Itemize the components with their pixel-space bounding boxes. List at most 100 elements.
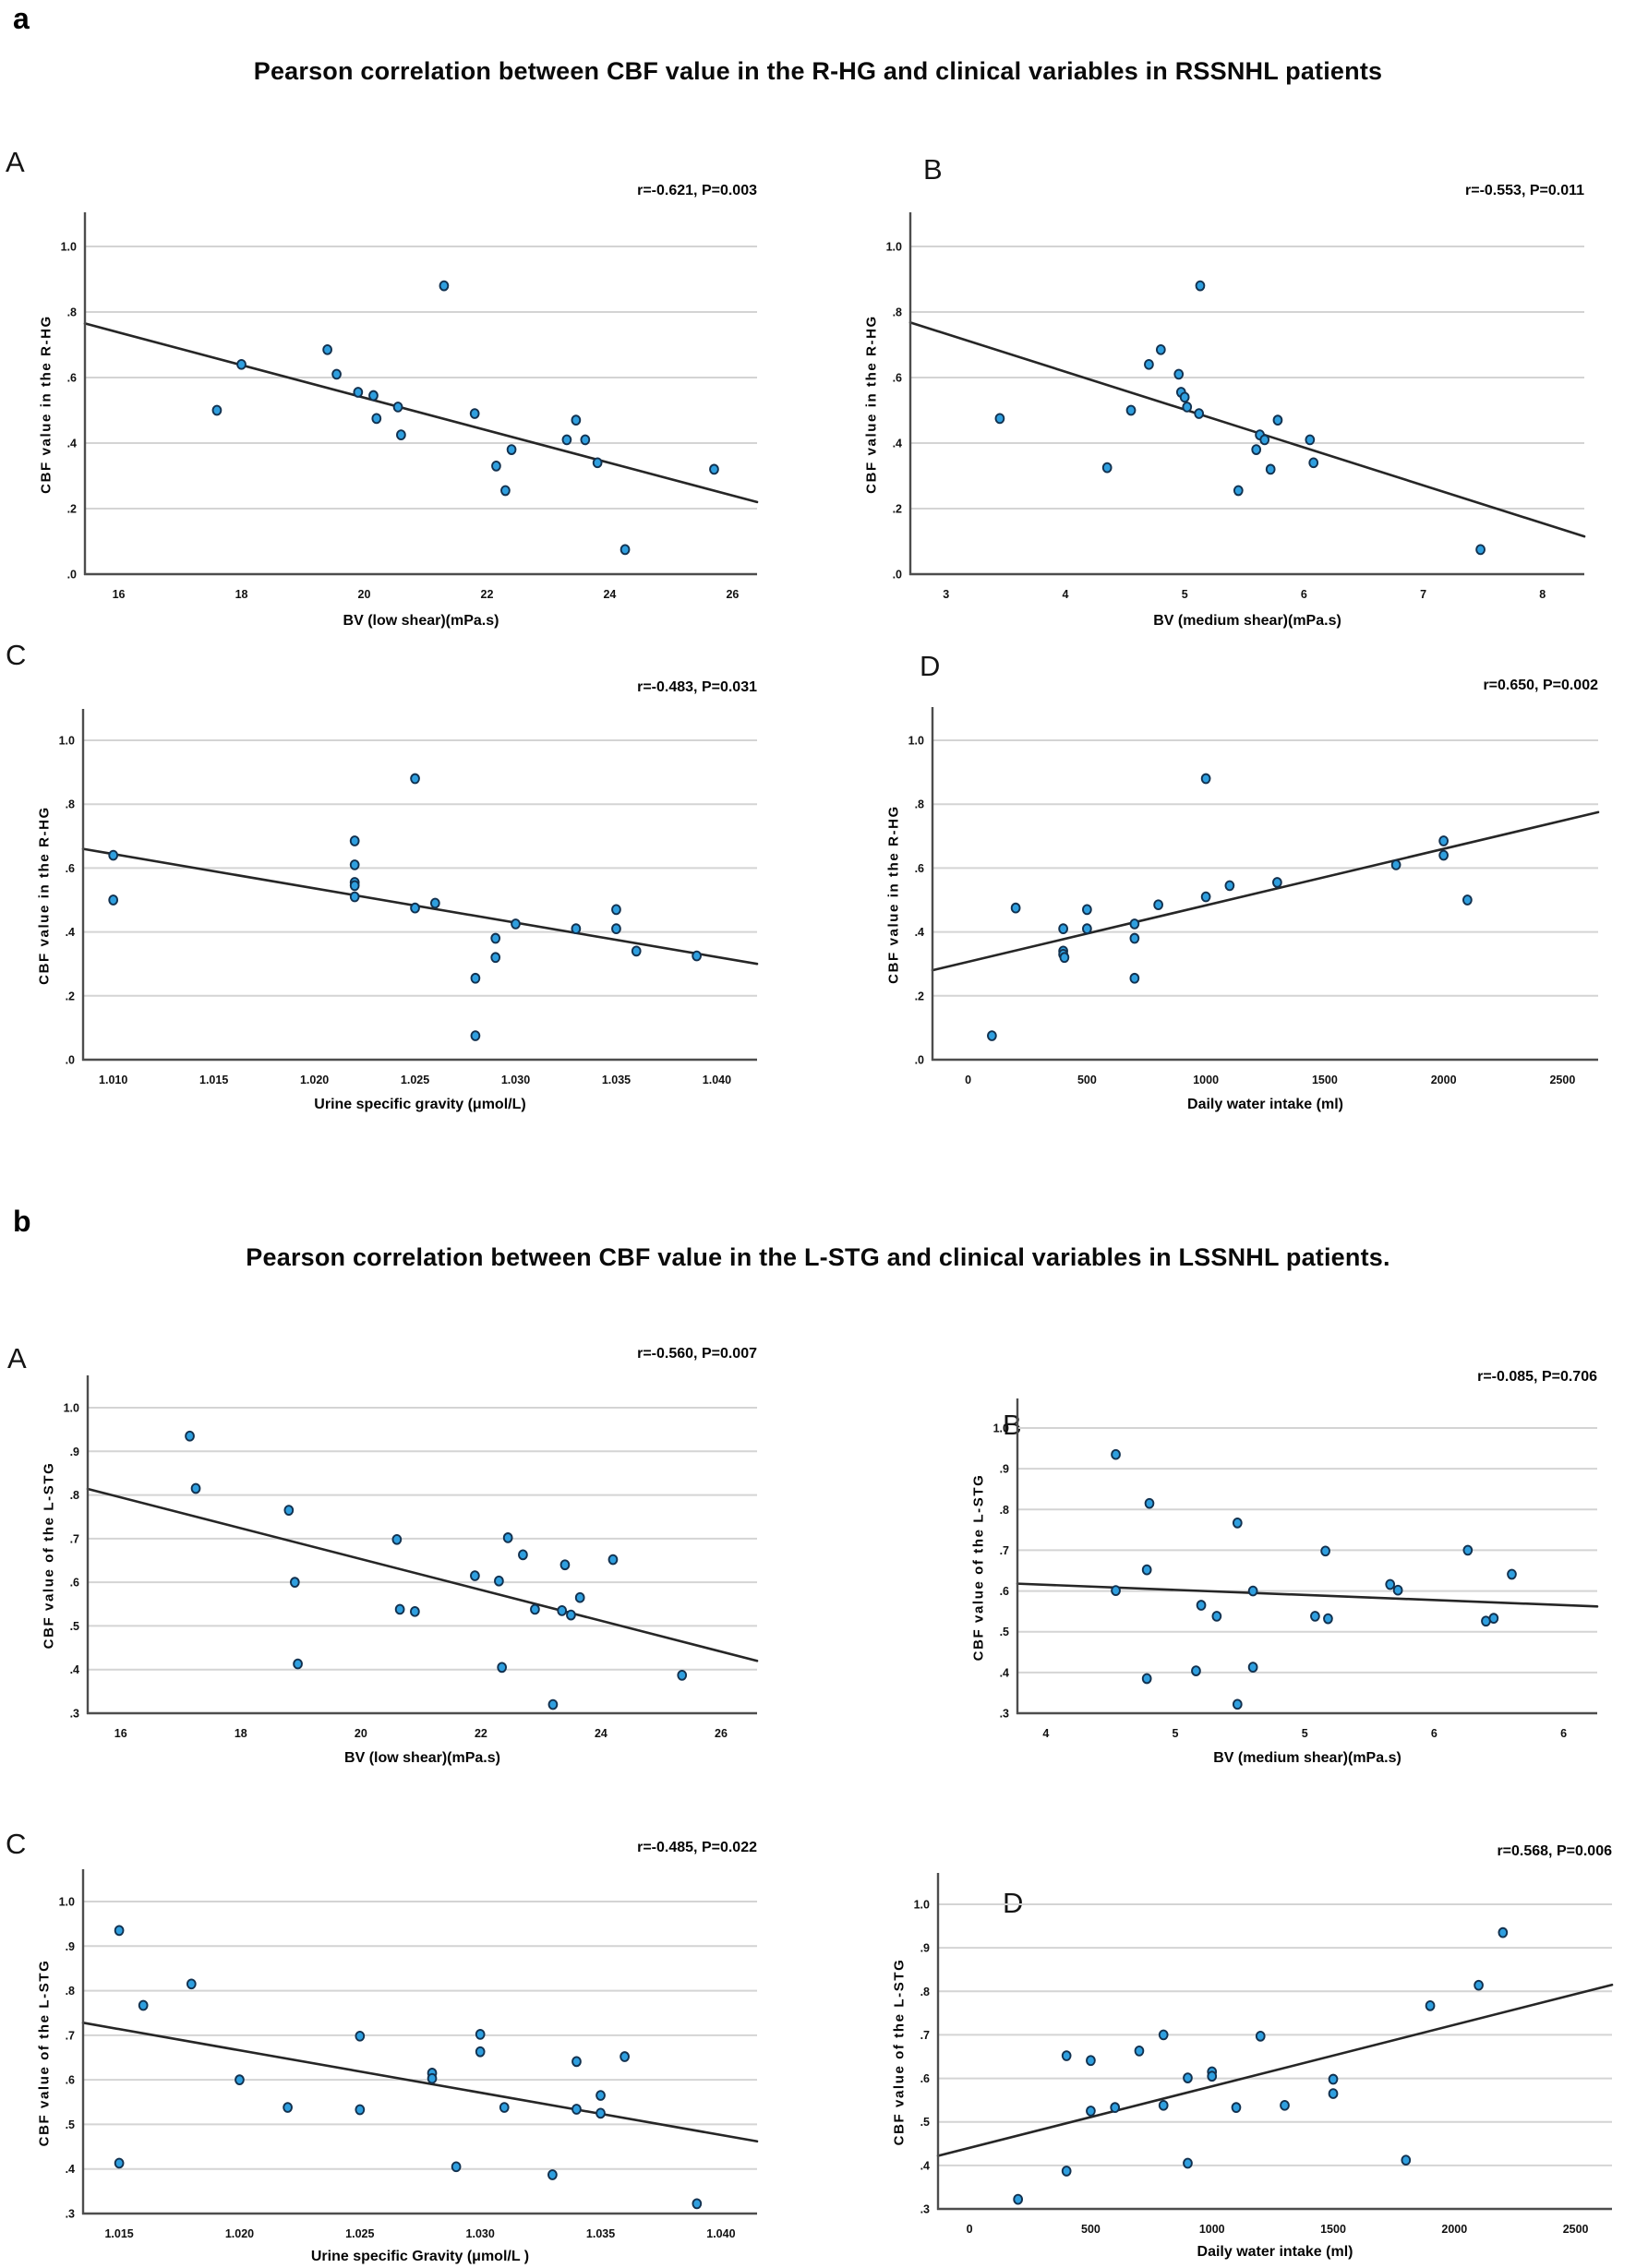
data-point [1125, 404, 1137, 416]
x-tick-label: 1.020 [225, 2227, 254, 2240]
subplot-letter: C [6, 1828, 27, 1860]
data-point [1179, 391, 1190, 403]
data-point [1200, 773, 1211, 785]
y-tick-label: .9 [66, 1940, 75, 1953]
data-point [1425, 1999, 1436, 2011]
data-point [322, 343, 332, 355]
y-tick-label: 1.0 [886, 241, 902, 254]
x-tick-label: 6 [1431, 1727, 1438, 1740]
y-tick-label: 1.0 [59, 735, 75, 748]
trend-line [81, 2022, 759, 2143]
data-point [1158, 2099, 1169, 2111]
data-point [410, 773, 420, 785]
data-point [1129, 918, 1140, 930]
x-tick-label: 1.015 [104, 2227, 133, 2240]
data-point [571, 2104, 582, 2115]
x-tick-label: 1500 [1320, 2223, 1346, 2236]
data-point [211, 404, 223, 416]
data-point [607, 1554, 619, 1566]
x-tick-label: 1000 [1193, 1074, 1219, 1086]
data-point [1129, 972, 1140, 984]
x-tick-label: 2000 [1441, 2223, 1467, 2236]
data-point [1401, 2154, 1412, 2166]
y-tick-label: .2 [915, 990, 924, 1002]
panel-label-b: b [13, 1205, 31, 1238]
data-point [1013, 2193, 1024, 2205]
x-axis-title: Urine specific gravity (μmol/L) [314, 1097, 526, 1112]
x-tick-label: 5 [1302, 1727, 1308, 1740]
data-point [186, 1978, 197, 1990]
trend-line [86, 1487, 759, 1662]
data-point [1272, 414, 1283, 426]
data-point [1251, 444, 1262, 455]
y-tick-label: .0 [915, 1054, 924, 1067]
x-tick-label: 5 [1173, 1727, 1179, 1740]
data-point [1153, 899, 1163, 911]
data-point [620, 544, 631, 556]
x-tick-label: 1.025 [401, 1074, 429, 1086]
data-point [1144, 1497, 1155, 1509]
x-tick-label: 1.035 [602, 1074, 631, 1086]
x-tick-label: 2000 [1431, 1074, 1457, 1086]
trend-line [81, 847, 759, 966]
x-tick-label: 500 [1081, 2223, 1101, 2236]
data-point [235, 2074, 245, 2085]
scatter-plot: .0 .2 .4 .6 .8 1.0 16 18 20 22 24 26 [61, 212, 759, 601]
y-tick-label: .2 [893, 503, 902, 516]
y-tick-label: .9 [920, 1942, 930, 1955]
x-axis-title: Daily water intake (ml) [1197, 2244, 1353, 2260]
data-point [1259, 434, 1270, 446]
data-point [1158, 2029, 1169, 2041]
y-tick-label: .3 [920, 2203, 930, 2216]
subplot-a-C: C r=-0.483, P=0.031 CBF value in the R-H… [0, 637, 818, 1177]
data-point [530, 1603, 540, 1615]
x-tick-label: 1.040 [706, 2227, 735, 2240]
data-point [987, 1030, 997, 1041]
data-point [1272, 877, 1282, 888]
correlation-annotation: r=-0.485, P=0.022 [637, 1840, 757, 1855]
data-point [490, 932, 501, 944]
correlation-annotation: r=-0.553, P=0.011 [1465, 183, 1584, 198]
x-axis-title: BV (low shear)(mPa.s) [343, 613, 499, 629]
scatter-plot: .3 .4 .5 .6 .7 .8 .9 1.0 1.015 1.020 1.025 1.030 1.0… [59, 1869, 759, 2240]
panel-a-header: a Pearson correlation between CBF value … [0, 0, 1636, 138]
data-point [561, 434, 572, 446]
data-point [994, 413, 1005, 425]
x-tick-label: 5 [1182, 588, 1188, 601]
trend-line [83, 322, 759, 504]
data-point [1183, 2157, 1193, 2169]
y-tick-label: 1.0 [64, 1402, 79, 1415]
data-point [620, 2051, 630, 2062]
data-point [494, 1575, 504, 1587]
data-point [559, 1559, 571, 1571]
data-point [490, 952, 501, 964]
y-tick-label: .6 [920, 2072, 930, 2085]
x-axis-title: Daily water intake (ml) [1187, 1097, 1343, 1112]
y-tick-label: .3 [70, 1708, 79, 1721]
data-point [1141, 1564, 1152, 1576]
x-tick-label: 0 [965, 1074, 971, 1086]
y-tick-label: .8 [70, 1489, 79, 1502]
y-tick-label: .0 [67, 569, 77, 582]
data-point [1255, 2030, 1266, 2042]
data-point [429, 897, 440, 909]
data-point [1155, 343, 1166, 355]
x-tick-label: 26 [715, 1727, 728, 1740]
data-point [283, 2102, 293, 2113]
data-point [1438, 849, 1449, 861]
data-point [355, 2104, 366, 2116]
data-point [491, 461, 501, 472]
y-tick-label: .8 [66, 1985, 75, 1998]
data-point [631, 945, 642, 957]
x-tick-label: 24 [603, 588, 616, 601]
y-tick-label: .4 [893, 438, 902, 450]
data-point [506, 444, 517, 455]
trend-line [908, 321, 1586, 538]
data-point [1086, 2055, 1096, 2067]
data-point [571, 2056, 582, 2068]
x-tick-label: 16 [113, 588, 126, 601]
data-point [1224, 880, 1235, 892]
data-point [293, 1658, 303, 1670]
panel-a-title: Pearson correlation between CBF value in… [253, 57, 1383, 85]
y-tick-label: .8 [915, 798, 924, 811]
